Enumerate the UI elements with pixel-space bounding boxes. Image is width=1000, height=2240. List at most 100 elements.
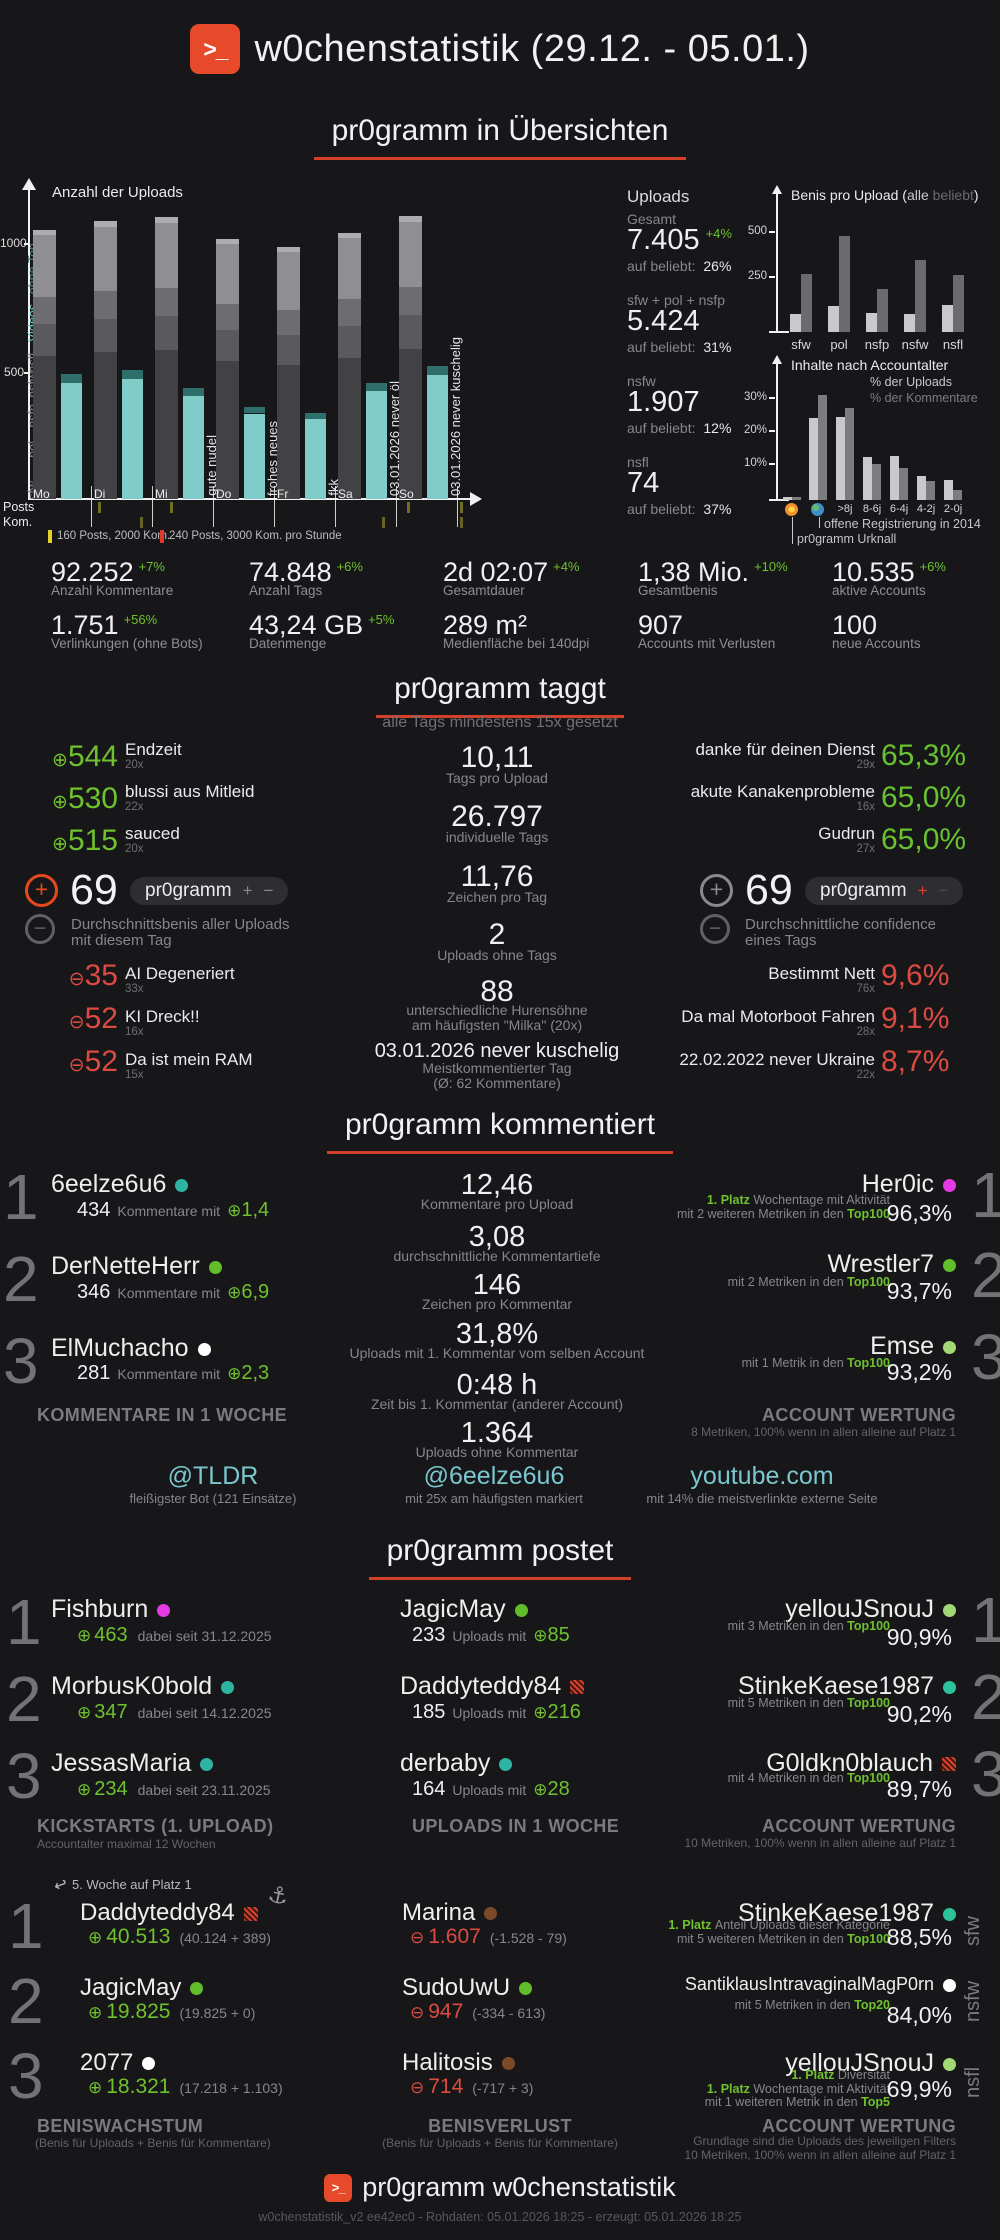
video-ohne-ton-cap — [61, 373, 82, 383]
pill-plus-icon[interactable]: + — [242, 881, 253, 900]
metric-line: mit 1 weiteren Metrik in den Top5 — [705, 2095, 890, 2110]
benis-detail: (-717 + 3) — [472, 2080, 534, 2096]
tag-pill[interactable]: pr0gramm + − — [130, 877, 289, 905]
upload-entry-label: nsfw — [627, 373, 656, 389]
username[interactable]: Wrestler7 — [827, 1250, 934, 1278]
benis-detail: (40.124 + 389) — [179, 1930, 271, 1946]
upload-entry-value-row: 7.405 +4% — [627, 226, 732, 255]
rank-digit: 1 — [3, 1161, 39, 1233]
upload-bar-segment — [94, 221, 117, 227]
username[interactable]: MorbusK0bold — [51, 1672, 213, 1700]
metric-lines: mit 5 Metriken in den Top100 — [728, 1696, 890, 1711]
substat-unit: Uploads mit — [452, 1782, 527, 1798]
username[interactable]: derbaby — [400, 1749, 491, 1777]
username[interactable]: Marina — [402, 1899, 476, 1926]
upload-bar-segment — [399, 216, 422, 222]
tag-name[interactable]: sauced — [125, 824, 180, 843]
username[interactable]: yellouJSnouJ — [785, 2049, 934, 2077]
stat-value-row: 100 — [832, 612, 877, 639]
tag-score-value: 515 — [67, 824, 118, 857]
tag-name[interactable]: Endzeit — [125, 740, 182, 759]
username[interactable]: Fishburn — [51, 1595, 149, 1623]
video-bar — [61, 382, 82, 499]
highlight-name[interactable]: youtube.com — [690, 1462, 834, 1490]
tag-name[interactable]: Bestimmt Nett — [768, 964, 875, 983]
stat-label-line: Meistkommentierter Tag — [422, 1060, 572, 1076]
tag-name[interactable]: blussi aus Mitleid — [125, 782, 255, 801]
rank-digit: 2 — [3, 1243, 39, 1315]
upload-bar-segment — [94, 352, 117, 499]
username[interactable]: SudoUwU — [402, 1974, 511, 2001]
tag-name[interactable]: Gudrun — [818, 824, 875, 843]
username[interactable]: yellouJSnouJ — [785, 1595, 934, 1623]
taggt-stat-label: unterschiedliche Hurensöhne am häufigsten… — [197, 1003, 797, 1032]
tag-count: 20x — [125, 759, 144, 771]
tag-pill[interactable]: pr0gramm + − — [805, 877, 964, 905]
posts-row-label: Posts — [3, 500, 35, 514]
user-substat: 281 Kommentare mit ⊕2,3 — [77, 1363, 269, 1383]
user-dot-icon — [943, 1340, 956, 1354]
tag-name[interactable]: akute Kanakenprobleme — [690, 782, 875, 801]
username[interactable]: Her0ic — [861, 1170, 934, 1198]
stat-label: Anzahl Tags — [249, 583, 323, 598]
username[interactable]: ElMuchacho — [51, 1334, 189, 1362]
username[interactable]: 2077 — [80, 2049, 134, 2076]
legend-swatch-kom — [160, 530, 164, 543]
legend-swatch-posts — [48, 530, 52, 543]
username[interactable]: StinkeKaese1987 — [738, 1672, 934, 1700]
username[interactable]: DerNetteHerr — [51, 1252, 200, 1280]
tag-name[interactable]: AI Degeneriert — [125, 964, 235, 983]
highlight-name[interactable]: @TLDR — [167, 1462, 259, 1490]
username[interactable]: Halitosis — [402, 2049, 493, 2076]
tag-name[interactable]: KI Dreck!! — [125, 1007, 200, 1026]
username[interactable]: SantiklausIntravaginalMagP0rn — [684, 1974, 934, 1994]
beliebt-label: auf beliebt: — [627, 501, 700, 517]
substat-delta: 2,3 — [241, 1362, 270, 1384]
username[interactable]: Emse — [870, 1332, 934, 1360]
percent-value: 84,0% — [886, 2002, 952, 2028]
user-row: ElMuchacho — [51, 1334, 211, 1363]
x-axis-line — [28, 498, 472, 500]
komm-stat-label: Uploads mit 1. Kommentar vom selben Acco… — [349, 1345, 645, 1361]
day-separator — [213, 486, 214, 527]
user-dot-icon — [208, 1260, 222, 1274]
pill-minus-icon[interactable]: − — [263, 881, 274, 900]
bar-kommentare — [872, 464, 881, 500]
username[interactable]: G0ldkn0blauch — [766, 1749, 933, 1777]
highlight-name[interactable]: @6eelze6u6 — [423, 1462, 565, 1490]
taggt-stat-label: individuelle Tags — [197, 830, 797, 845]
pill-minus-icon[interactable]: − — [938, 881, 949, 900]
metric-highlight: Top5 — [861, 2095, 890, 2109]
username[interactable]: Daddyteddy84 — [80, 1899, 235, 1926]
tag-name[interactable]: danke für deinen Dienst — [695, 740, 875, 759]
pill-plus-icon[interactable]: + — [917, 881, 928, 900]
username[interactable]: StinkeKaese1987 — [738, 1899, 934, 1927]
tag-confidence-value: 65,0% — [881, 781, 967, 814]
metric-line: mit 2 weiteren Metriken in den Top100 — [677, 1207, 890, 1222]
user-dot-icon — [501, 2057, 515, 2071]
metric-line: mit 5 weiteren Metriken in den Top100 — [668, 1932, 890, 1947]
username[interactable]: Daddyteddy84 — [400, 1672, 562, 1700]
activity-tick — [170, 502, 173, 513]
day-top-tag-annotation: 03.01.2026 never öl — [387, 381, 402, 496]
day-top-tag-annotation: frohes neues — [265, 420, 280, 496]
komm-stat-value: 12,46 — [460, 1169, 534, 1201]
username[interactable]: JagicMay — [80, 1974, 182, 2001]
metric-line: mit 4 Metriken in den Top100 — [728, 1771, 890, 1786]
activity-tick — [407, 502, 410, 513]
tag-name[interactable]: 22.02.2022 never Ukraine — [679, 1050, 875, 1069]
metric-line: 1. Platz Wochentage mit Aktivität — [677, 1193, 890, 1208]
tag-name[interactable]: Da ist mein RAM — [125, 1050, 253, 1069]
username[interactable]: JessasMaria — [51, 1749, 192, 1777]
y-tick-label: 10% — [743, 457, 767, 469]
user-dot-icon — [190, 1982, 204, 1996]
stat-label-line: individuelle Tags — [445, 829, 549, 845]
day-separator — [335, 486, 336, 527]
username[interactable]: 6eelze6u6 — [51, 1170, 167, 1198]
benis-delta: 18.321 — [106, 2075, 171, 2098]
substat-unit: Uploads mit — [452, 1628, 527, 1644]
rank-digit: 3 — [971, 1738, 1000, 1810]
tag-name[interactable]: Da mal Motorboot Fahren — [681, 1007, 875, 1026]
username[interactable]: JagicMay — [400, 1595, 506, 1623]
substat-unit: Kommentare mit — [117, 1285, 221, 1301]
